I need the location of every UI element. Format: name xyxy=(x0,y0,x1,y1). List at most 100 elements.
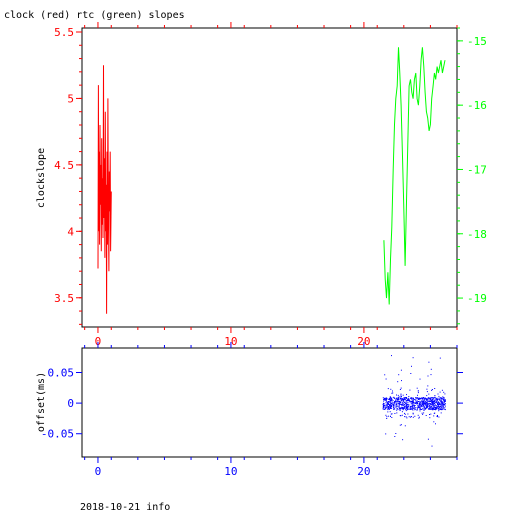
offset-point xyxy=(443,397,445,399)
offset-point xyxy=(398,374,400,376)
offset-point xyxy=(423,401,424,402)
chart-title: clock (red) rtc (green) slopes xyxy=(4,10,185,21)
offset-point xyxy=(437,416,438,418)
offset-point xyxy=(422,399,424,401)
offset-point xyxy=(410,398,412,399)
offset-point xyxy=(432,405,434,407)
offset-point xyxy=(425,415,427,416)
offset-point xyxy=(438,401,440,403)
offset-point xyxy=(400,393,402,395)
offset-point xyxy=(396,405,398,407)
offset-point xyxy=(419,398,421,400)
offset-point xyxy=(431,389,433,390)
offset-point xyxy=(400,403,402,405)
bottom-y-tick-label: 0.05 xyxy=(48,366,75,379)
offset-point xyxy=(403,399,405,400)
offset-point xyxy=(391,392,393,394)
offset-point xyxy=(388,401,390,403)
offset-point xyxy=(412,400,414,402)
offset-point xyxy=(442,408,444,410)
offset-point xyxy=(404,403,406,405)
offset-point xyxy=(424,404,426,406)
offset-point xyxy=(389,401,391,403)
offset-point xyxy=(405,403,407,405)
offset-point xyxy=(388,406,390,408)
offset-point xyxy=(433,415,435,417)
offset-point xyxy=(417,398,419,400)
offset-point xyxy=(401,408,403,410)
offset-point xyxy=(436,397,438,399)
offset-point xyxy=(410,397,412,399)
offset-point xyxy=(440,412,442,414)
offset-point xyxy=(438,407,440,409)
offset-point xyxy=(388,407,390,409)
offset-point xyxy=(387,411,389,413)
offset-point xyxy=(400,407,402,409)
offset-point xyxy=(442,401,444,403)
offset-point xyxy=(389,408,390,410)
offset-point xyxy=(427,401,429,402)
offset-point xyxy=(390,400,392,402)
offset-point xyxy=(394,413,396,414)
offset-point xyxy=(410,401,411,403)
offset-point xyxy=(419,407,421,409)
offset-point xyxy=(403,400,405,402)
offset-point xyxy=(409,389,411,391)
offset-point xyxy=(391,399,393,401)
offset-point xyxy=(404,425,406,427)
bottom-y-axis: -0.05 0 0.05 xyxy=(41,366,463,441)
offset-point xyxy=(419,408,421,410)
offset-point xyxy=(429,406,431,408)
offset-point xyxy=(441,403,443,405)
offset-point xyxy=(434,403,435,405)
offset-point xyxy=(422,398,423,399)
offset-point xyxy=(427,385,429,387)
right-y-tick-label: -18 xyxy=(467,228,487,241)
offset-point xyxy=(411,365,412,367)
offset-point xyxy=(442,404,443,406)
offset-point xyxy=(410,405,412,407)
offset-point xyxy=(404,412,405,414)
offset-point xyxy=(419,404,421,406)
offset-point xyxy=(384,397,386,399)
offset-point xyxy=(387,406,389,407)
offset-point xyxy=(431,403,433,405)
offset-point xyxy=(391,399,393,400)
offset-point xyxy=(389,415,391,417)
top-panel: 3.5 4 4.5 5 5.5 -19 -18 -17 -16 -15 0 10 20 clocks… xyxy=(36,22,487,348)
offset-point xyxy=(443,391,445,393)
top-x-tick-label: 10 xyxy=(224,335,237,348)
offset-point xyxy=(437,403,439,405)
offset-point xyxy=(427,402,429,404)
offset-point xyxy=(419,402,421,404)
offset-point xyxy=(421,401,423,403)
offset-point xyxy=(435,397,437,399)
offset-point xyxy=(403,400,405,402)
offset-point xyxy=(426,395,428,397)
offset-point xyxy=(433,421,435,423)
offset-point xyxy=(403,405,405,407)
offset-point xyxy=(416,401,418,403)
offset-point xyxy=(382,397,384,399)
offset-point xyxy=(405,409,407,410)
offset-point xyxy=(437,406,439,408)
offset-point xyxy=(387,404,389,405)
offset-point xyxy=(395,403,397,405)
offset-point xyxy=(427,403,429,405)
offset-point xyxy=(402,408,404,410)
offset-point xyxy=(385,401,387,403)
offset-point xyxy=(406,398,408,400)
offset-point xyxy=(398,407,400,409)
bottom-plot-frame xyxy=(81,347,458,458)
offset-point xyxy=(432,403,434,405)
offset-point xyxy=(393,407,395,409)
offset-point xyxy=(382,406,384,408)
offset-point xyxy=(418,406,420,408)
offset-point xyxy=(383,403,385,405)
offset-point xyxy=(420,408,422,410)
offset-point xyxy=(406,406,408,408)
offset-point xyxy=(386,416,388,418)
offset-point xyxy=(385,408,387,410)
offset-point xyxy=(419,397,420,399)
offset-point xyxy=(389,401,391,403)
